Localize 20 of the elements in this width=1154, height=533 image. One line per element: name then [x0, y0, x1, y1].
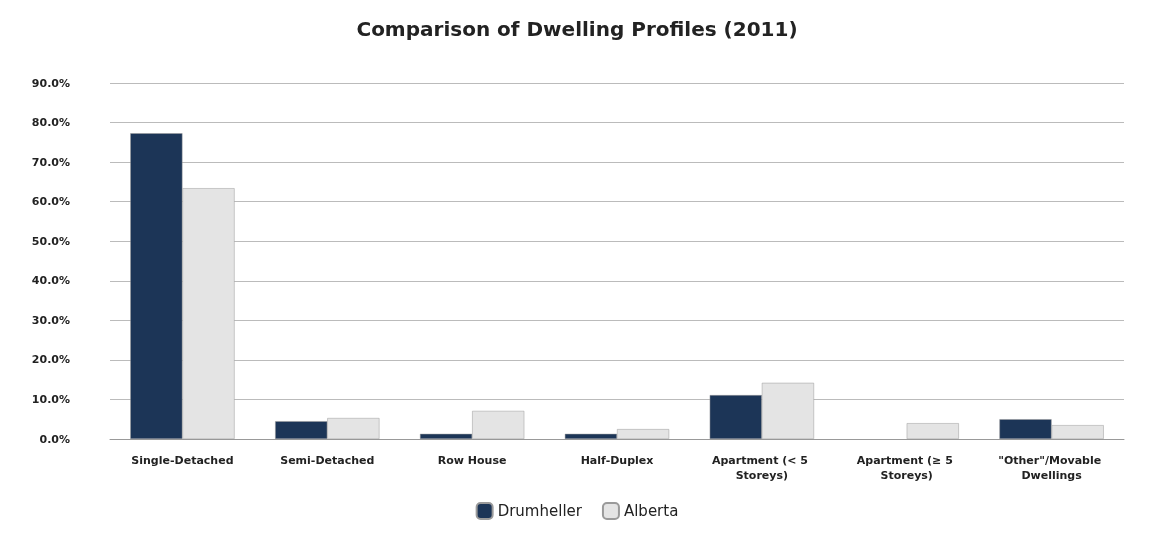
x-tick-label: Row House: [437, 454, 507, 467]
chart-title: Comparison of Dwelling Profiles (2011): [356, 17, 798, 41]
y-tick-label: 0.0%: [39, 432, 70, 446]
y-tick-label: 30.0%: [31, 313, 70, 327]
x-tick-label: Semi-Detached: [280, 454, 375, 467]
x-tick-label: "Other"/Movable Dwellings: [998, 454, 1105, 482]
x-tick-label: Apartment (≥ 5 Storeys): [856, 454, 957, 482]
y-tick-label: 60.0%: [31, 195, 70, 209]
legend-label: Drumheller: [497, 502, 583, 520]
y-tick-label: 70.0%: [31, 155, 70, 169]
y-tick-label: 40.0%: [31, 274, 70, 288]
y-tick-label: 90.0%: [31, 76, 70, 90]
y-tick-label: 10.0%: [31, 392, 70, 406]
x-tick-label: Single-Detached: [131, 454, 234, 467]
legend-label: Alberta: [623, 502, 679, 520]
x-tick-label: Apartment (< 5 Storeys): [711, 454, 812, 482]
x-tick-label: Half-Duplex: [580, 454, 654, 467]
y-tick-label: 80.0%: [31, 116, 70, 130]
y-tick-label: 50.0%: [31, 234, 70, 248]
y-tick-label: 20.0%: [31, 353, 70, 367]
